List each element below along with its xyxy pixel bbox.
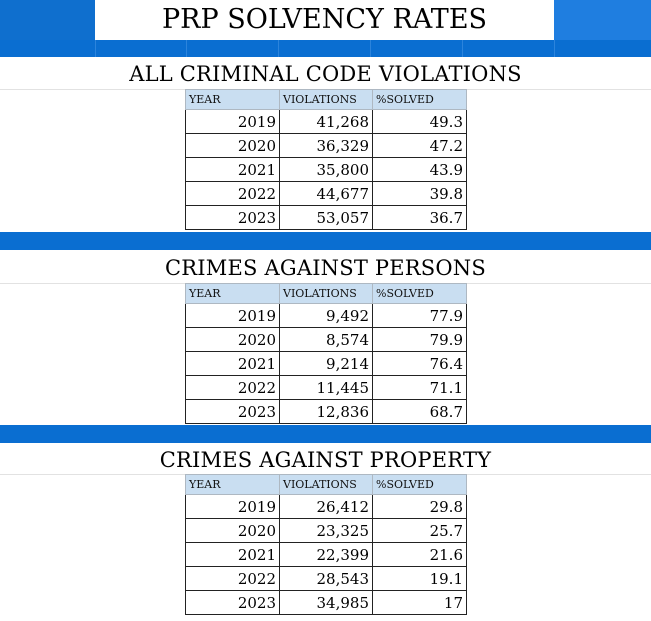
table-header-row: YEAR VIOLATIONS %SOLVED xyxy=(185,474,467,495)
year-cell: 2020 xyxy=(185,133,280,158)
table-row: 2021 35,800 43.9 xyxy=(185,157,467,182)
table-row: 2021 9,214 76.4 xyxy=(185,351,467,376)
year-cell: 2020 xyxy=(185,327,280,352)
table-header-row: YEAR VIOLATIONS %SOLVED xyxy=(185,89,467,110)
table-row: 2020 23,325 25.7 xyxy=(185,518,467,543)
table-row: 2022 28,543 19.1 xyxy=(185,566,467,591)
solved-cell: 71.1 xyxy=(372,375,467,400)
year-cell: 2019 xyxy=(185,494,280,519)
section-title-persons: CRIMES AGAINST PERSONS xyxy=(165,256,486,280)
year-cell: 2019 xyxy=(185,109,280,134)
table-row: 2023 53,057 36.7 xyxy=(185,205,467,230)
solved-cell: 17 xyxy=(372,590,467,615)
solved-cell: 29.8 xyxy=(372,494,467,519)
violations-cell: 35,800 xyxy=(279,157,373,182)
table-row: 2021 22,399 21.6 xyxy=(185,542,467,567)
column-header-year: YEAR xyxy=(185,283,280,304)
violations-cell: 8,574 xyxy=(279,327,373,352)
year-cell: 2022 xyxy=(185,181,280,206)
table-row: 2020 36,329 47.2 xyxy=(185,133,467,158)
year-cell: 2022 xyxy=(185,566,280,591)
year-cell: 2021 xyxy=(185,351,280,376)
violations-cell: 41,268 xyxy=(279,109,373,134)
column-header-year: YEAR xyxy=(185,89,280,110)
solved-cell: 77.9 xyxy=(372,303,467,328)
solved-cell: 68.7 xyxy=(372,399,467,424)
year-cell: 2021 xyxy=(185,542,280,567)
solved-cell: 36.7 xyxy=(372,205,467,230)
violations-cell: 9,214 xyxy=(279,351,373,376)
column-header-solved: %SOLVED xyxy=(372,474,467,495)
solved-cell: 76.4 xyxy=(372,351,467,376)
year-cell: 2023 xyxy=(185,399,280,424)
year-cell: 2022 xyxy=(185,375,280,400)
table-row: 2022 44,677 39.8 xyxy=(185,181,467,206)
table-row: 2019 9,492 77.9 xyxy=(185,303,467,328)
violations-cell: 23,325 xyxy=(279,518,373,543)
table-row: 2019 26,412 29.8 xyxy=(185,494,467,519)
column-header-violations: VIOLATIONS xyxy=(279,283,373,304)
column-header-violations: VIOLATIONS xyxy=(279,89,373,110)
column-header-solved: %SOLVED xyxy=(372,89,467,110)
solved-cell: 49.3 xyxy=(372,109,467,134)
year-cell: 2021 xyxy=(185,157,280,182)
table-header-row: YEAR VIOLATIONS %SOLVED xyxy=(185,283,467,304)
divider-band xyxy=(0,40,651,57)
solved-cell: 21.6 xyxy=(372,542,467,567)
table-row: 2022 11,445 71.1 xyxy=(185,375,467,400)
divider-band xyxy=(0,232,651,250)
table-row: 2020 8,574 79.9 xyxy=(185,327,467,352)
year-cell: 2023 xyxy=(185,205,280,230)
solved-cell: 43.9 xyxy=(372,157,467,182)
violations-cell: 34,985 xyxy=(279,590,373,615)
column-header-year: YEAR xyxy=(185,474,280,495)
violations-cell: 26,412 xyxy=(279,494,373,519)
solved-cell: 47.2 xyxy=(372,133,467,158)
solved-cell: 19.1 xyxy=(372,566,467,591)
column-header-solved: %SOLVED xyxy=(372,283,467,304)
violations-cell: 12,836 xyxy=(279,399,373,424)
table-property: YEAR VIOLATIONS %SOLVED 2019 26,412 29.8 2… xyxy=(185,474,467,615)
violations-cell: 9,492 xyxy=(279,303,373,328)
year-cell: 2023 xyxy=(185,590,280,615)
divider-band xyxy=(0,425,651,443)
header-fill-left xyxy=(0,0,95,40)
page-title: PRP SOLVENCY RATES xyxy=(95,0,554,40)
violations-cell: 11,445 xyxy=(279,375,373,400)
table-row: 2023 12,836 68.7 xyxy=(185,399,467,424)
year-cell: 2019 xyxy=(185,303,280,328)
column-header-violations: VIOLATIONS xyxy=(279,474,373,495)
table-row: 2023 34,985 17 xyxy=(185,590,467,615)
header-fill-right xyxy=(554,0,651,40)
table-persons: YEAR VIOLATIONS %SOLVED 2019 9,492 77.9 20… xyxy=(185,283,467,424)
year-cell: 2020 xyxy=(185,518,280,543)
section-title-property: CRIMES AGAINST PROPERTY xyxy=(159,448,492,472)
table-all-violations: YEAR VIOLATIONS %SOLVED 2019 41,268 49.3 2… xyxy=(185,89,467,230)
violations-cell: 22,399 xyxy=(279,542,373,567)
violations-cell: 44,677 xyxy=(279,181,373,206)
violations-cell: 28,543 xyxy=(279,566,373,591)
table-row: 2019 41,268 49.3 xyxy=(185,109,467,134)
solved-cell: 39.8 xyxy=(372,181,467,206)
violations-cell: 36,329 xyxy=(279,133,373,158)
solved-cell: 79.9 xyxy=(372,327,467,352)
solved-cell: 25.7 xyxy=(372,518,467,543)
violations-cell: 53,057 xyxy=(279,205,373,230)
section-title-all-violations: ALL CRIMINAL CODE VIOLATIONS xyxy=(129,62,522,86)
